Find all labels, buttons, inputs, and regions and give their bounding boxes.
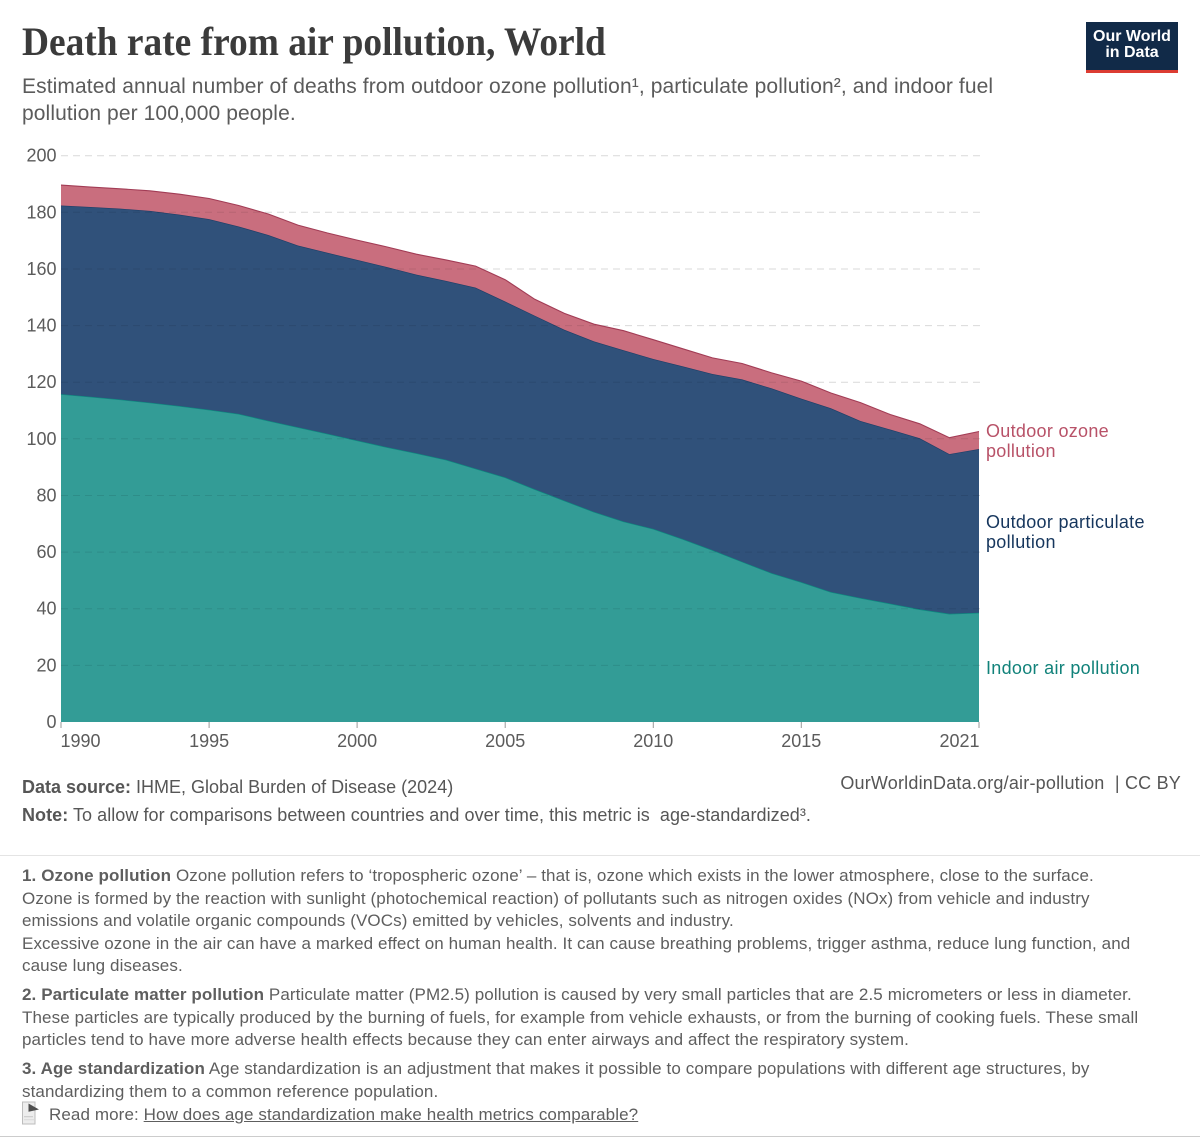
svg-text:160: 160	[26, 259, 56, 279]
svg-text:100: 100	[26, 429, 56, 449]
svg-text:180: 180	[26, 202, 56, 222]
svg-text:1990: 1990	[61, 731, 101, 751]
svg-text:Outdoor ozone: Outdoor ozone	[986, 421, 1109, 441]
svg-text:80: 80	[36, 486, 56, 506]
svg-text:2000: 2000	[337, 731, 377, 751]
svg-text:1995: 1995	[189, 731, 229, 751]
svg-text:2021: 2021	[939, 731, 979, 751]
svg-text:2005: 2005	[485, 731, 525, 751]
svg-text:200: 200	[26, 146, 56, 166]
svg-text:2015: 2015	[781, 731, 821, 751]
svg-text:Indoor air pollution: Indoor air pollution	[986, 658, 1140, 678]
svg-text:0: 0	[46, 712, 56, 732]
svg-text:40: 40	[36, 599, 56, 619]
svg-text:pollution: pollution	[986, 532, 1056, 552]
svg-text:Outdoor particulate: Outdoor particulate	[986, 512, 1145, 532]
svg-text:120: 120	[26, 372, 56, 392]
svg-text:20: 20	[36, 655, 56, 675]
svg-text:pollution: pollution	[986, 441, 1056, 461]
svg-text:140: 140	[26, 316, 56, 336]
svg-text:60: 60	[36, 542, 56, 562]
svg-text:2010: 2010	[633, 731, 673, 751]
